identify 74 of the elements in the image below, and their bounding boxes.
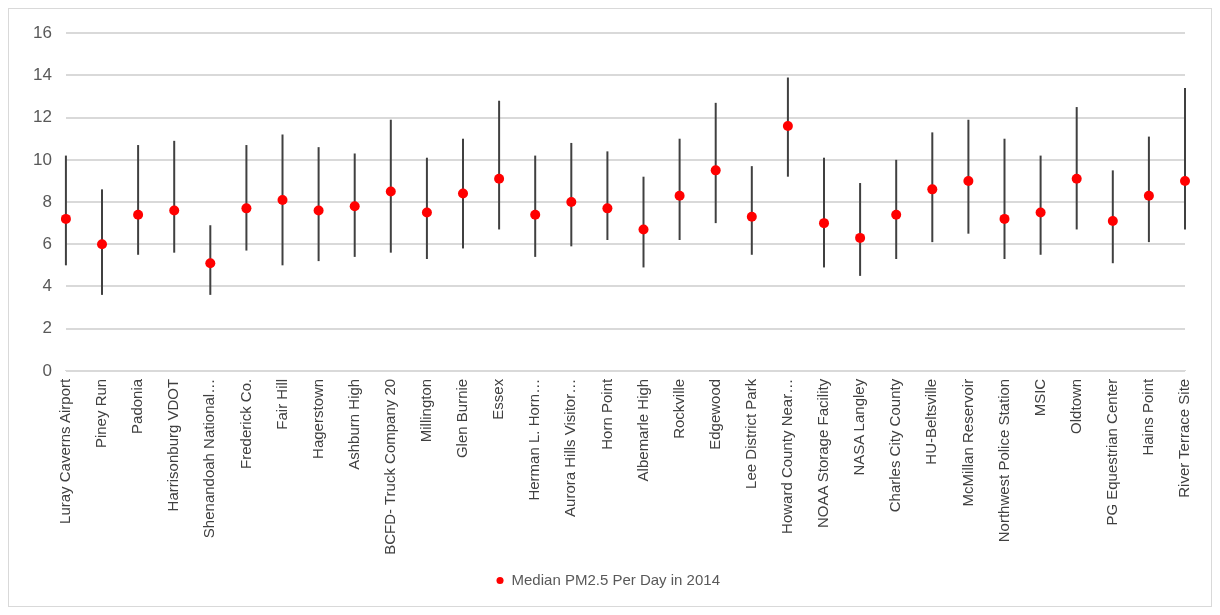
- x-tick-label: PG Equestrian Center: [1102, 378, 1120, 526]
- y-tick-label: 8: [42, 191, 52, 211]
- x-tick-label: Rockville: [669, 378, 687, 439]
- point: [494, 173, 505, 184]
- x-tick-label: Howard County Near…: [778, 378, 796, 534]
- point: [241, 203, 252, 214]
- x-tick-label: Hains Point: [1139, 378, 1157, 456]
- point: [530, 209, 541, 220]
- x-tick-label: Hagerstown: [308, 378, 326, 459]
- y-tick-label: 2: [42, 318, 52, 338]
- point: [421, 207, 432, 218]
- x-tick-label: River Terrace Site: [1175, 378, 1193, 498]
- x-tick-label: Oldtown: [1066, 378, 1084, 434]
- point: [891, 209, 902, 220]
- point: [710, 165, 721, 176]
- point: [277, 194, 288, 205]
- point: [205, 258, 216, 269]
- point: [1180, 175, 1190, 186]
- point: [566, 197, 577, 208]
- y-tick-label: 0: [42, 360, 52, 380]
- x-tick-label: Fair Hill: [272, 378, 290, 430]
- x-tick-label: Millington: [417, 378, 435, 443]
- point: [458, 188, 469, 199]
- point: [60, 213, 71, 224]
- point: [638, 224, 649, 235]
- point: [927, 184, 938, 195]
- x-tick-label: Herman L. Horn…: [525, 378, 543, 501]
- x-tick-label: MSIC: [1030, 378, 1048, 417]
- x-tick-label: Piney Run: [92, 378, 110, 449]
- point: [819, 218, 829, 229]
- x-tick-label: Ashburn High: [344, 378, 362, 470]
- y-tick-label: 10: [32, 149, 52, 169]
- x-tick-label: Horn Point: [597, 378, 615, 450]
- x-tick-label: Albemarle High: [633, 378, 651, 482]
- y-tick-label: 4: [42, 276, 52, 296]
- point: [1143, 190, 1154, 201]
- x-tick-label: Northwest Police Station: [994, 378, 1012, 543]
- point: [97, 239, 108, 250]
- y-tick-label: 14: [32, 65, 52, 85]
- point: [313, 205, 324, 216]
- x-tick-label: Frederick Co.: [236, 378, 254, 469]
- point: [963, 175, 974, 186]
- x-tick-label: Lee District Park: [741, 378, 759, 489]
- point: [169, 205, 180, 216]
- point: [746, 211, 757, 222]
- point: [385, 186, 396, 197]
- x-tick-label: Edgewood: [705, 378, 723, 450]
- y-tick-label: 16: [32, 22, 52, 42]
- y-tick-label: 12: [32, 107, 52, 127]
- y-tick-label: 6: [42, 233, 52, 253]
- x-tick-label: Essex: [489, 378, 507, 420]
- x-tick-label: McMillan Reservoir: [958, 378, 976, 507]
- x-tick-label: NASA Langley: [850, 378, 868, 476]
- x-tick-label: Harrisonburg VDOT: [164, 378, 182, 512]
- point: [855, 232, 866, 243]
- point: [999, 213, 1010, 224]
- point: [1107, 216, 1118, 227]
- point: [1035, 207, 1046, 218]
- x-tick-label: Shenandoah National…: [200, 378, 218, 539]
- x-tick-label: Aurora Hills Visitor…: [561, 378, 579, 517]
- x-tick-label: HU-Beltsville: [922, 378, 940, 465]
- x-tick-label: Luray Caverns Airport: [56, 378, 74, 524]
- point: [782, 121, 793, 132]
- point: [133, 209, 144, 220]
- x-tick-label: BCFD- Truck Company 20: [380, 378, 398, 555]
- x-tick-label: Padonia: [128, 378, 146, 434]
- point: [349, 201, 360, 212]
- legend-label: Median PM2.5 Per Day in 2014: [511, 570, 720, 588]
- x-tick-label: Glen Burnie: [453, 378, 471, 459]
- x-tick-label: Charles City County: [886, 378, 904, 513]
- x-tick-label: NOAA Storage Facility: [814, 378, 832, 529]
- point: [674, 190, 685, 201]
- point: [602, 203, 613, 214]
- point: [1071, 173, 1082, 184]
